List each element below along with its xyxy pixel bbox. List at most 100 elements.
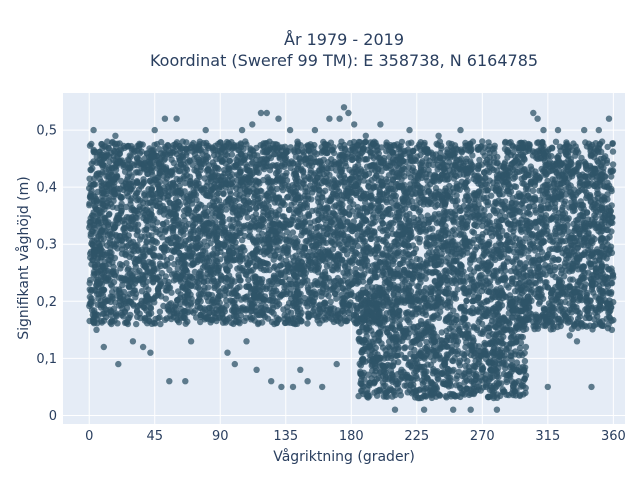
data-point	[190, 228, 197, 236]
data-point	[493, 167, 501, 174]
data-point	[501, 203, 508, 210]
data-point	[246, 205, 253, 212]
data-point	[494, 207, 501, 214]
data-point	[226, 282, 234, 290]
data-point	[164, 260, 172, 268]
data-point	[556, 238, 564, 245]
data-point	[417, 279, 424, 286]
data-point	[582, 161, 589, 168]
data-point	[308, 189, 316, 196]
data-point	[445, 140, 453, 147]
data-point	[327, 219, 334, 226]
data-point	[237, 182, 244, 189]
data-point	[243, 141, 250, 148]
data-point	[533, 265, 541, 272]
data-point	[503, 187, 511, 195]
data-point	[239, 244, 247, 251]
data-point	[187, 273, 195, 280]
data-point	[520, 265, 527, 273]
data-point	[281, 243, 288, 251]
data-point	[177, 229, 184, 236]
data-point	[482, 174, 489, 181]
data-point	[417, 166, 425, 173]
data-point	[88, 160, 95, 167]
data-point	[548, 215, 555, 222]
data-point	[484, 202, 492, 209]
data-point	[453, 180, 460, 188]
data-point	[480, 194, 487, 201]
data-point	[520, 212, 527, 219]
data-point	[583, 189, 590, 196]
data-point	[598, 138, 606, 145]
data-point	[422, 174, 429, 181]
data-point	[253, 144, 260, 152]
data-point	[479, 238, 486, 245]
data-point	[539, 183, 547, 190]
data-point	[224, 267, 231, 274]
data-point	[125, 236, 133, 244]
data-point	[567, 260, 575, 267]
data-point	[287, 189, 294, 196]
data-point	[449, 238, 456, 245]
data-point	[605, 204, 612, 211]
data-point	[249, 266, 256, 274]
data-point	[476, 156, 483, 164]
data-point	[466, 265, 474, 273]
data-point	[390, 274, 397, 282]
data-point	[576, 229, 583, 236]
data-point	[123, 260, 130, 267]
data-point	[98, 189, 106, 197]
data-point	[433, 248, 440, 255]
data-point	[433, 219, 441, 227]
data-point	[484, 224, 491, 231]
data-point	[258, 230, 266, 237]
data-point	[106, 210, 113, 218]
data-point	[284, 251, 292, 259]
data-point	[282, 236, 289, 243]
data-point	[146, 247, 153, 255]
data-point	[174, 265, 181, 272]
data-point	[483, 167, 491, 174]
data-point	[489, 294, 496, 301]
data-point	[193, 185, 200, 192]
data-point	[605, 266, 612, 273]
data-point	[307, 182, 314, 189]
data-point	[289, 229, 297, 236]
data-point	[531, 171, 539, 178]
data-point	[510, 175, 517, 182]
data-point	[138, 288, 146, 295]
data-point	[367, 250, 374, 257]
data-point	[474, 265, 481, 272]
data-point	[161, 155, 169, 162]
data-point	[542, 261, 549, 269]
data-point	[587, 261, 594, 268]
data-point	[367, 192, 374, 200]
data-point	[569, 207, 577, 215]
data-point	[107, 281, 115, 288]
data-point	[458, 214, 465, 222]
data-point	[298, 232, 305, 239]
data-point	[383, 139, 390, 146]
data-point	[107, 200, 115, 208]
data-point	[187, 291, 194, 298]
data-point	[512, 254, 520, 261]
data-point	[110, 263, 117, 271]
data-point	[603, 159, 611, 167]
data-point	[556, 245, 563, 253]
data-point	[478, 205, 485, 212]
data-point	[564, 180, 571, 187]
data-point	[491, 274, 498, 281]
data-point	[196, 225, 204, 232]
data-point	[604, 235, 611, 242]
data-point	[168, 289, 175, 296]
data-point	[122, 251, 129, 259]
data-point	[364, 283, 371, 290]
data-point	[608, 173, 615, 180]
data-point	[569, 267, 576, 274]
data-point	[574, 216, 582, 223]
data-point	[181, 188, 188, 195]
data-point	[490, 268, 497, 275]
data-point	[475, 165, 482, 172]
data-point	[179, 138, 186, 145]
